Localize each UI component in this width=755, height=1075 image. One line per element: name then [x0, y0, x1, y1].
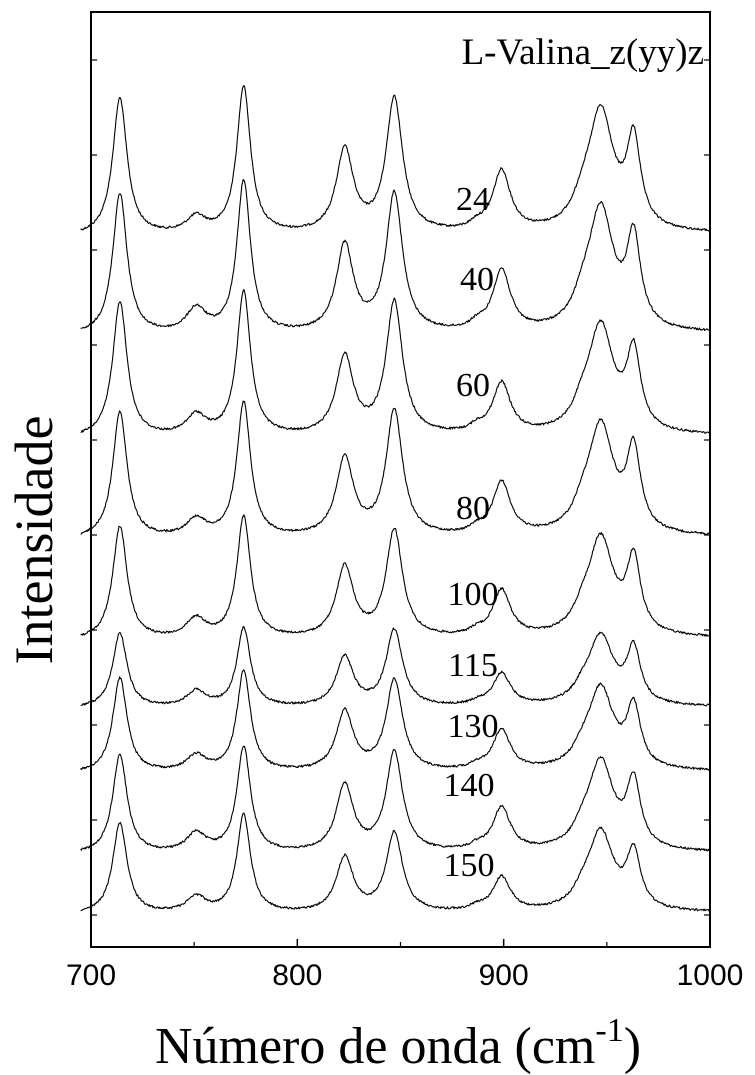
- spectrum-line-24: [80, 84, 710, 232]
- x-axis-ticks: 700 800 900 1000: [66, 939, 743, 992]
- series-label-40: 40: [460, 261, 494, 298]
- x-axis-label-close: ): [624, 1018, 641, 1075]
- series-label-115: 115: [448, 647, 498, 684]
- series-label-140: 140: [444, 767, 495, 804]
- spectrum-line-150: [80, 812, 711, 912]
- spectrum-line-140: [80, 745, 710, 852]
- series-label-24: 24: [456, 181, 490, 218]
- series-labels: 24 40 60 80 100 115 130 140 150: [444, 181, 499, 884]
- series-label-130: 130: [448, 708, 499, 745]
- spectrum-line-40: [80, 179, 710, 332]
- chart-title: L-Valina_z(yy)z: [462, 32, 704, 73]
- series-layer: [80, 84, 711, 912]
- y-axis-ticks: [91, 59, 710, 916]
- x-tick-label: 800: [272, 959, 322, 992]
- spectrum-line-80: [80, 400, 710, 536]
- series-label-100: 100: [448, 576, 499, 613]
- plot-frame: [90, 11, 711, 948]
- x-tick-label: 1000: [677, 959, 744, 992]
- spectrum-line-115: [80, 626, 711, 707]
- spectrum-line-130: [80, 669, 711, 771]
- x-tick-label: 900: [479, 959, 529, 992]
- x-axis-label-main: Número de onda (cm: [155, 1018, 595, 1075]
- series-label-150: 150: [444, 847, 495, 884]
- series-label-60: 60: [456, 367, 490, 404]
- spectrum-line-100: [80, 514, 711, 637]
- series-label-80: 80: [456, 490, 490, 527]
- x-axis-label-superscript: -1: [595, 1012, 623, 1049]
- spectrum-line-60: [80, 289, 711, 434]
- y-axis-label: Intensidade: [4, 416, 64, 665]
- x-axis-label: Número de onda (cm-1): [155, 1012, 641, 1075]
- x-tick-label: 700: [66, 959, 116, 992]
